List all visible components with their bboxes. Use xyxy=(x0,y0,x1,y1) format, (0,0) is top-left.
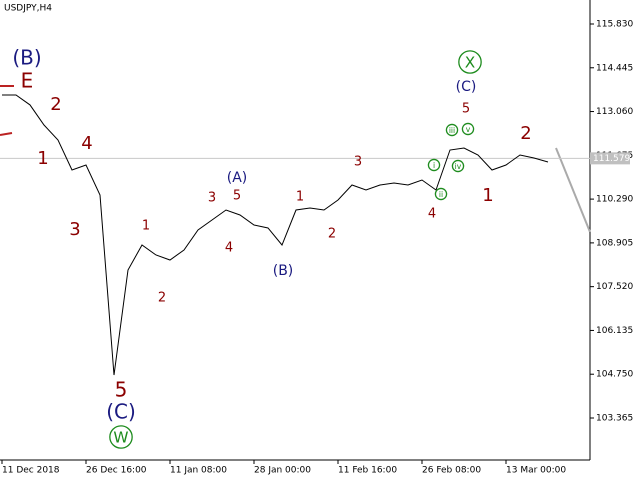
wave-label: iii xyxy=(449,126,455,135)
y-tick-label: 106.135 xyxy=(596,326,633,336)
wave-label: 3 xyxy=(354,155,362,170)
wave-circle xyxy=(461,122,475,136)
wave-label: 5 xyxy=(115,378,128,402)
wave-circle xyxy=(458,50,482,74)
wave-label: 2 xyxy=(158,291,166,306)
wave-circle xyxy=(427,158,441,172)
x-tick-label: 11 Jan 08:00 xyxy=(170,466,227,476)
y-tick-label: 107.520 xyxy=(596,282,633,292)
wave-label: (C) xyxy=(456,79,477,95)
wave-label: (C) xyxy=(106,400,136,424)
wave-label: 5 xyxy=(462,102,470,117)
symbol-title: USDJPY,H4 xyxy=(4,4,52,14)
wave-label: 3 xyxy=(208,191,216,206)
wave-label: 2 xyxy=(328,227,336,242)
wave-label: 1 xyxy=(482,185,493,206)
y-tick-label: 114.445 xyxy=(596,63,633,73)
x-tick-label: 26 Feb 08:00 xyxy=(422,466,481,476)
last-price-box xyxy=(590,152,630,165)
y-tick-label: 103.365 xyxy=(596,413,633,423)
wave-label: iv xyxy=(455,162,462,171)
wave-label: X xyxy=(465,54,475,72)
wave-circle xyxy=(434,187,448,201)
wave-label: 1 xyxy=(37,148,48,169)
y-tick-label: 110.290 xyxy=(596,195,633,205)
wave-label: i xyxy=(433,161,435,170)
y-tick-label: 115.830 xyxy=(596,19,633,29)
last-price-label: 111.579 xyxy=(593,154,630,164)
price-line xyxy=(2,94,549,376)
x-tick-label: 28 Jan 00:00 xyxy=(254,466,311,476)
wave-label: v xyxy=(466,125,471,134)
wave-label: 4 xyxy=(81,133,92,154)
wave-label: 2 xyxy=(520,123,531,144)
wave-label: 4 xyxy=(428,207,436,222)
level-mark xyxy=(0,132,13,136)
wave-circle xyxy=(445,123,459,137)
wave-label: 1 xyxy=(296,190,304,205)
wave-label: ii xyxy=(439,190,443,199)
y-tick-label: 113.060 xyxy=(596,107,633,117)
wave-label: 4 xyxy=(225,241,233,256)
x-tick-label: 26 Dec 16:00 xyxy=(86,466,147,476)
x-tick-label: 11 Dec 2018 xyxy=(2,466,60,476)
x-tick-label: 13 Mar 00:00 xyxy=(506,466,566,476)
wave-label: (B) xyxy=(273,263,294,279)
wave-label: W xyxy=(113,429,128,447)
wave-label: (B) xyxy=(12,46,41,70)
x-tick-label: 11 Feb 16:00 xyxy=(338,466,397,476)
wave-label: 5 xyxy=(233,189,241,204)
wave-label: 2 xyxy=(50,94,61,115)
wave-label: 3 xyxy=(69,219,80,240)
wave-label: (A) xyxy=(227,170,248,186)
wave-label: E xyxy=(21,69,34,93)
y-tick-label: 104.750 xyxy=(596,370,633,380)
wave-circle xyxy=(451,159,465,173)
wave-circle xyxy=(109,425,133,449)
forecast-line xyxy=(555,147,591,233)
y-tick-label: 108.905 xyxy=(596,238,633,248)
wave-label: 1 xyxy=(142,219,150,234)
